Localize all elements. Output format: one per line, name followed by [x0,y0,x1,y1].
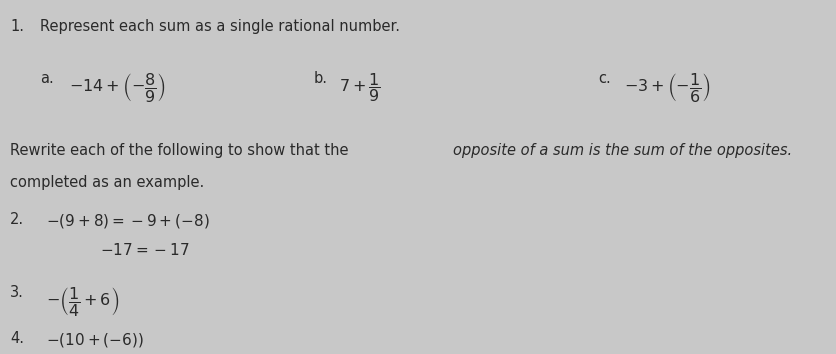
Text: 4.: 4. [10,331,24,346]
Text: $-(10+(-6))$: $-(10+(-6))$ [46,331,144,349]
Text: a.: a. [40,71,54,86]
Text: Rewrite each of the following to show that the: Rewrite each of the following to show th… [10,143,353,158]
Text: 1.: 1. [10,19,24,34]
Text: Represent each sum as a single rational number.: Represent each sum as a single rational … [40,19,400,34]
Text: opposite of a sum is the sum of the opposites.: opposite of a sum is the sum of the oppo… [452,143,791,158]
Text: $-14+\left(-\dfrac{8}{9}\right)$: $-14+\left(-\dfrac{8}{9}\right)$ [69,71,166,104]
Text: c.: c. [598,71,610,86]
Text: $-17 = -17$: $-17 = -17$ [100,242,190,258]
Text: $7+\dfrac{1}{9}$: $7+\dfrac{1}{9}$ [339,71,380,104]
Text: $-3+\left(-\dfrac{1}{6}\right)$: $-3+\left(-\dfrac{1}{6}\right)$ [623,71,710,104]
Text: $-\left(\dfrac{1}{4}+6\right)$: $-\left(\dfrac{1}{4}+6\right)$ [46,285,120,318]
Text: completed as an example.: completed as an example. [10,175,204,190]
Text: $-(9+8) = -9+(-8)$: $-(9+8) = -9+(-8)$ [46,212,210,230]
Text: 2.: 2. [10,212,24,227]
Text: 3.: 3. [10,285,24,300]
Text: b.: b. [314,71,328,86]
